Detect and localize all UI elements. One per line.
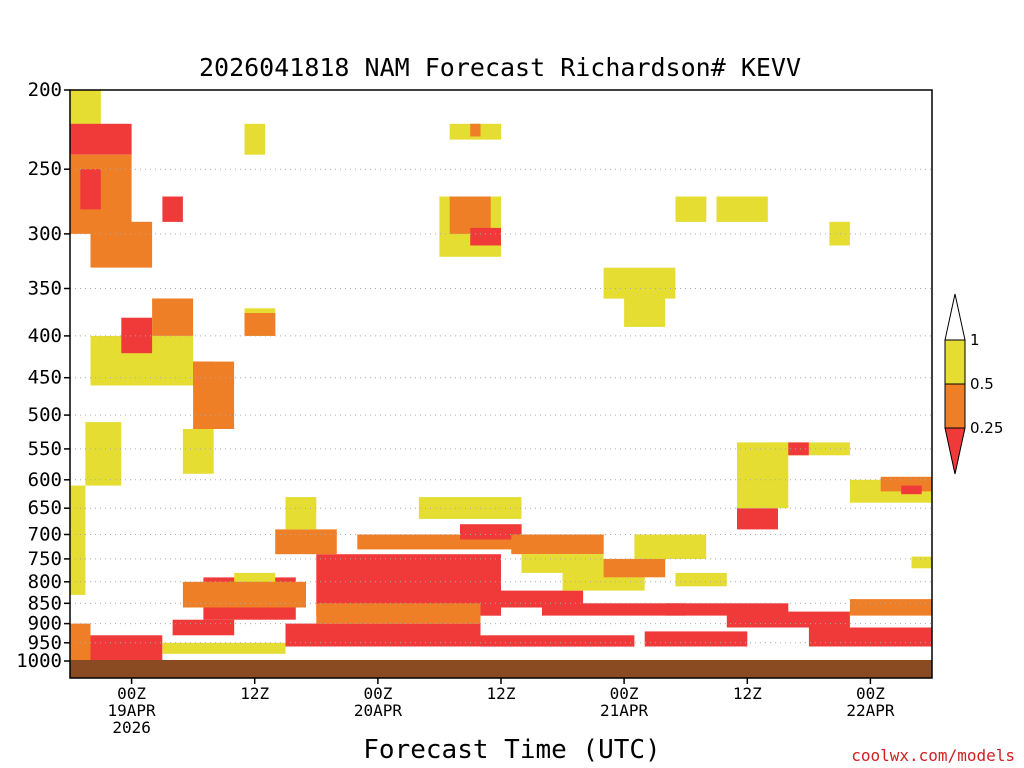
region-025-05-11	[316, 603, 481, 624]
legend-label-0-5: 0.5	[970, 375, 994, 393]
region-05-1-24	[634, 534, 707, 559]
ground-surface	[70, 660, 932, 678]
y-tick-label-600: 600	[28, 469, 62, 491]
region-025-05-51	[244, 313, 276, 336]
region-05-1-3	[70, 485, 86, 595]
region-025-05-20	[511, 534, 604, 555]
region-025-05-49	[193, 361, 235, 429]
y-tick-label-650: 650	[28, 497, 62, 519]
region-025-05-8	[182, 581, 306, 608]
legend-swatch-025-05	[944, 383, 966, 429]
y-tick-label-700: 700	[28, 524, 62, 546]
region-05-1-53	[85, 422, 122, 486]
region-lt-025-57	[470, 227, 501, 246]
x-tick-label-0-2: 2026	[112, 718, 151, 737]
region-05-1-62	[675, 196, 707, 222]
x-tick-label-6-1: 22APR	[846, 701, 895, 720]
y-tick-label-900: 900	[28, 613, 62, 635]
x-tick-label-0-1: 19APR	[108, 701, 157, 720]
region-025-05-59	[470, 123, 481, 137]
region-05-1-54	[182, 429, 214, 474]
y-tick-label-750: 750	[28, 548, 62, 570]
region-025-05-43	[90, 221, 153, 268]
x-tick-label-0-0: 00Z	[117, 684, 146, 703]
legend-swatch-gt-1	[944, 293, 966, 341]
x-tick-label-6-0: 00Z	[856, 684, 885, 703]
x-tick-label-4-0: 00Z	[610, 684, 639, 703]
region-05-1-27	[675, 572, 727, 587]
y-tick-label-200: 200	[28, 79, 62, 101]
region-lt-025-17	[480, 635, 635, 647]
y-tick-label-1000: 1000	[16, 650, 62, 672]
region-lt-025-1	[90, 635, 163, 661]
legend-label-0-25: 0.25	[970, 419, 1003, 437]
region-05-1-4	[162, 642, 286, 654]
chart-title: 2026041818 NAM Forecast Richardson# KEVV	[199, 53, 801, 82]
region-lt-025-19	[542, 603, 686, 616]
region-05-1-52	[244, 123, 265, 155]
y-tick-label-800: 800	[28, 571, 62, 593]
x-tick-label-5-0: 12Z	[733, 684, 762, 703]
region-lt-025-9	[285, 623, 481, 647]
region-05-1-64	[829, 221, 850, 246]
x-tick-label-2-1: 20APR	[354, 701, 403, 720]
x-tick-label-3-0: 12Z	[487, 684, 516, 703]
region-lt-025-29	[808, 627, 932, 647]
y-tick-label-300: 300	[28, 223, 62, 245]
region-lt-025-34	[788, 442, 809, 456]
y-tick-label-850: 850	[28, 592, 62, 614]
x-axis-label: Forecast Time (UTC)	[363, 735, 660, 765]
region-lt-025-44	[162, 196, 183, 222]
legend: 1 0.5 0.25	[944, 293, 1003, 475]
region-025-05-23	[603, 558, 666, 578]
region-lt-025-40	[70, 123, 132, 155]
region-lt-025-5	[172, 619, 235, 636]
region-025-05-12	[275, 529, 337, 555]
region-lt-025-37	[901, 485, 922, 495]
region-05-1-60	[603, 267, 676, 299]
y-tick-label-350: 350	[28, 278, 62, 300]
x-tick-label-1-0: 12Z	[240, 684, 269, 703]
shaded-regions	[70, 90, 932, 661]
y-tick-label-550: 550	[28, 438, 62, 460]
plot-area	[69, 89, 933, 679]
region-lt-025-15	[460, 524, 522, 540]
region-025-05-30	[849, 599, 932, 616]
region-025-05-47	[152, 298, 194, 336]
region-lt-025-31	[737, 508, 778, 530]
region-05-1-13	[285, 497, 317, 530]
region-025-05-56	[449, 196, 491, 234]
region-lt-025-18	[501, 590, 584, 608]
region-05-1-63	[716, 196, 768, 222]
y-tick-label-400: 400	[28, 325, 62, 347]
site-credit: coolwx.com/models	[851, 746, 1015, 765]
y-tick-label-450: 450	[28, 367, 62, 389]
legend-swatch-05-1	[944, 339, 966, 385]
region-lt-025-42	[80, 169, 101, 210]
x-tick-label-2-0: 00Z	[363, 684, 392, 703]
y-tick-label-250: 250	[28, 158, 62, 180]
region-lt-025-28	[726, 611, 850, 628]
region-05-1-61	[624, 298, 666, 327]
y-tick-label-500: 500	[28, 404, 62, 426]
region-05-1-38	[911, 556, 932, 569]
y-axis: 200 250 300 350 400 450 500 550 600 650 7007508008…	[16, 79, 70, 672]
x-tick-label-4-1: 21APR	[600, 701, 649, 720]
legend-swatch-lt-025	[944, 427, 966, 475]
legend-label-1: 1	[970, 331, 980, 349]
region-lt-025-25	[644, 631, 748, 647]
y-tick-label-950: 950	[28, 632, 62, 654]
region-lt-025-46	[121, 317, 153, 354]
